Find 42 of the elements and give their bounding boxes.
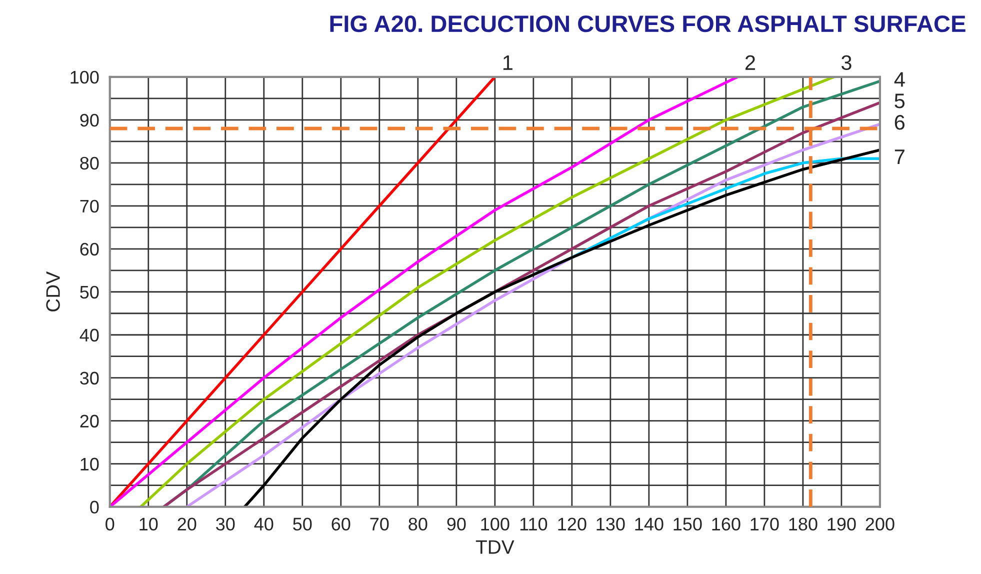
y-tick-label: 10 xyxy=(80,458,99,471)
annotation: 2 xyxy=(745,55,755,70)
y-tick-label: 50 xyxy=(80,286,99,299)
x-tick-label: 140 xyxy=(635,518,664,531)
annotation: 4 xyxy=(894,72,905,87)
x-tick-label: 20 xyxy=(178,518,196,531)
y-axis-title: CDV xyxy=(46,271,60,312)
x-axis-title: TDV xyxy=(476,540,514,554)
x-tick-label: 160 xyxy=(712,518,740,531)
y-tick-label: 90 xyxy=(80,114,99,127)
x-tick-label: 70 xyxy=(370,518,389,531)
x-tick-label: 80 xyxy=(408,518,428,531)
x-tick-label: 170 xyxy=(750,518,779,531)
x-tick-label: 200 xyxy=(866,518,894,531)
x-tick-label: 120 xyxy=(558,518,586,531)
x-tick-label: 190 xyxy=(828,518,856,531)
x-tick-label: 30 xyxy=(216,518,235,531)
annotation: 6 xyxy=(894,115,905,130)
x-tick-label: 130 xyxy=(596,518,625,531)
x-tick-label: 10 xyxy=(140,518,158,531)
y-tick-label: 60 xyxy=(80,242,99,256)
x-tick-label: 90 xyxy=(447,518,466,531)
annotation: 3 xyxy=(841,55,852,70)
annotation: 5 xyxy=(894,94,905,108)
y-tick-label: 100 xyxy=(70,70,99,84)
y-tick-label: 30 xyxy=(80,372,99,385)
annotation: 7 xyxy=(894,150,904,164)
x-tick-label: 180 xyxy=(789,518,818,531)
y-tick-label: 20 xyxy=(80,414,99,428)
chart-title: FIG A20. DECUCTION CURVES FOR ASPHALT SURFACE xyxy=(330,15,966,32)
x-tick-label: 0 xyxy=(106,518,114,531)
x-tick-label: 40 xyxy=(254,518,274,531)
x-tick-label: 60 xyxy=(332,518,350,531)
x-tick-label: 110 xyxy=(520,518,548,531)
y-tick-label: 40 xyxy=(80,328,99,342)
y-tick-label: 70 xyxy=(80,200,99,213)
x-tick-label: 100 xyxy=(481,518,510,531)
y-tick-label: 80 xyxy=(80,156,99,170)
x-tick-label: 150 xyxy=(674,518,702,531)
x-tick-label: 50 xyxy=(293,518,312,531)
y-tick-label: 0 xyxy=(90,500,99,514)
annotation: 1 xyxy=(503,55,512,70)
